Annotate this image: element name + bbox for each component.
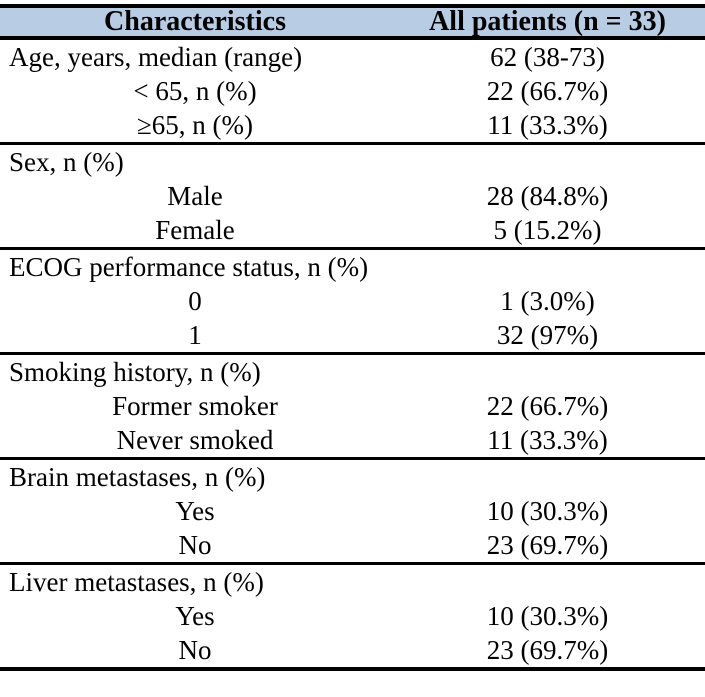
row-value: 1 (3.0%) [500, 286, 595, 316]
row-value [390, 565, 705, 599]
row-label: 1 [188, 320, 202, 350]
row-value: 5 (15.2%) [493, 215, 602, 245]
row-label: Sex, n (%) [9, 147, 124, 177]
row-value [390, 145, 705, 179]
row-label: Liver metastases, n (%) [9, 567, 264, 597]
table-row: No 23 (69.7%) [0, 633, 705, 667]
row-value: 10 (30.3%) [486, 496, 609, 526]
table-row: Male 28 (84.8%) [0, 179, 705, 213]
table-row: Age, years, median (range) 62 (38-73) [0, 40, 705, 74]
row-value: 22 (66.7%) [486, 391, 609, 421]
table-row: Never smoked 11 (33.3%) [0, 423, 705, 457]
table-row: Smoking history, n (%) [0, 355, 705, 389]
row-value: 10 (30.3%) [486, 601, 609, 631]
row-value: 62 (38-73) [490, 42, 605, 72]
table-row: ≥65, n (%) 11 (33.3%) [0, 108, 705, 142]
section-age: Age, years, median (range) 62 (38-73) < … [0, 40, 705, 145]
row-value: 11 (33.3%) [487, 425, 608, 455]
table-row: Female 5 (15.2%) [0, 213, 705, 247]
table-row: Former smoker 22 (66.7%) [0, 389, 705, 423]
table-row: Yes 10 (30.3%) [0, 494, 705, 528]
section-brain-metastases: Brain metastases, n (%) Yes 10 (30.3%) N… [0, 460, 705, 565]
section-liver-metastases: Liver metastases, n (%) Yes 10 (30.3%) N… [0, 565, 705, 671]
row-label: Female [155, 215, 235, 245]
row-value: 23 (69.7%) [486, 530, 609, 560]
table-header-row: Characteristics All patients (n = 33) [0, 4, 705, 40]
row-label: Age, years, median (range) [9, 42, 303, 72]
table-row: < 65, n (%) 22 (66.7%) [0, 74, 705, 108]
table-row: No 23 (69.7%) [0, 528, 705, 562]
row-label: Male [167, 181, 223, 211]
row-label: Former smoker [112, 391, 278, 421]
patient-characteristics-table: Characteristics All patients (n = 33) Ag… [0, 4, 705, 671]
table-row: Brain metastases, n (%) [0, 460, 705, 494]
row-label: No [178, 635, 212, 665]
section-sex: Sex, n (%) Male 28 (84.8%) Female 5 (15.… [0, 145, 705, 250]
row-label: Smoking history, n (%) [9, 357, 261, 387]
row-value: 32 (97%) [496, 320, 599, 350]
row-label: Yes [175, 601, 215, 631]
row-label: Yes [175, 496, 215, 526]
row-label: Never smoked [116, 425, 274, 455]
row-value: 11 (33.3%) [487, 110, 608, 140]
table-row: 0 1 (3.0%) [0, 284, 705, 318]
row-label: No [178, 530, 212, 560]
row-label: ≥65, n (%) [136, 110, 254, 140]
row-value [390, 250, 705, 284]
row-value [390, 355, 705, 389]
section-ecog: ECOG performance status, n (%) 0 1 (3.0%… [0, 250, 705, 355]
table-row: 1 32 (97%) [0, 318, 705, 352]
table-row: Yes 10 (30.3%) [0, 599, 705, 633]
row-value: 28 (84.8%) [486, 181, 609, 211]
header-all-patients: All patients (n = 33) [429, 6, 666, 37]
table-row: ECOG performance status, n (%) [0, 250, 705, 284]
table-row: Sex, n (%) [0, 145, 705, 179]
table-row: Liver metastases, n (%) [0, 565, 705, 599]
row-value: 22 (66.7%) [486, 76, 609, 106]
row-label: ECOG performance status, n (%) [9, 252, 369, 282]
row-value [390, 460, 705, 494]
section-smoking: Smoking history, n (%) Former smoker 22 … [0, 355, 705, 460]
row-label: 0 [188, 286, 202, 316]
header-characteristics: Characteristics [104, 6, 286, 37]
row-value: 23 (69.7%) [486, 635, 609, 665]
row-label: Brain metastases, n (%) [9, 462, 266, 492]
row-label: < 65, n (%) [133, 76, 257, 106]
